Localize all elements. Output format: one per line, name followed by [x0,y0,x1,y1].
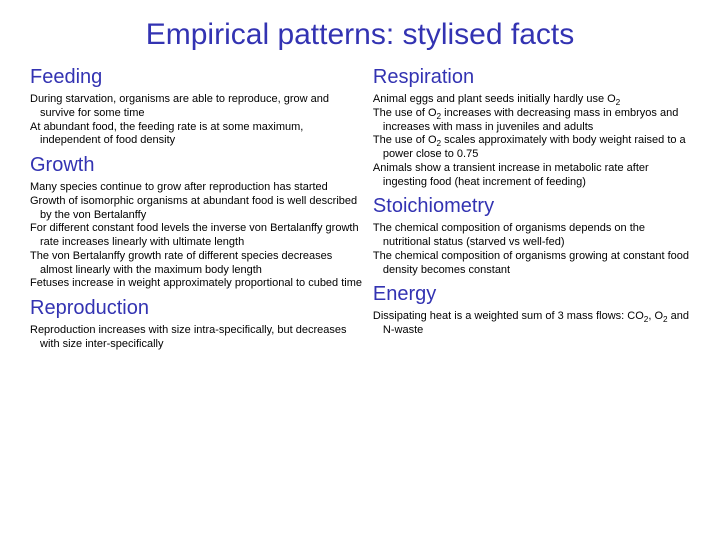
feeding-heading: Feeding [30,66,363,89]
feeding-item: At abundant food, the feeding rate is at… [30,121,363,149]
respiration-item: The use of O2 scales approximately with … [373,134,690,162]
energy-item: Dissipating heat is a weighted sum of 3 … [373,310,690,338]
respiration-heading: Respiration [373,66,690,89]
slide-title: Empirical patterns: stylised facts [30,18,690,52]
growth-item: Many species continue to grow after repr… [30,181,363,195]
growth-item: For different constant food levels the i… [30,222,363,250]
feeding-body: During starvation, organisms are able to… [30,93,363,148]
left-column: Feeding During starvation, organisms are… [30,66,363,352]
growth-item: The von Bertalanffy growth rate of diffe… [30,250,363,278]
energy-body: Dissipating heat is a weighted sum of 3 … [373,310,690,338]
reproduction-heading: Reproduction [30,297,363,320]
columns-container: Feeding During starvation, organisms are… [30,66,690,352]
growth-item: Growth of isomorphic organisms at abunda… [30,195,363,223]
growth-body: Many species continue to grow after repr… [30,181,363,291]
energy-heading: Energy [373,283,690,306]
reproduction-body: Reproduction increases with size intra-s… [30,324,363,352]
respiration-item: The use of O2 increases with decreasing … [373,107,690,135]
respiration-body: Animal eggs and plant seeds initially ha… [373,93,690,189]
respiration-item: Animals show a transient increase in met… [373,162,690,190]
growth-item: Fetuses increase in weight approximately… [30,277,363,291]
respiration-item: Animal eggs and plant seeds initially ha… [373,93,690,107]
stoichiometry-heading: Stoichiometry [373,195,690,218]
growth-heading: Growth [30,154,363,177]
stoichiometry-body: The chemical composition of organisms de… [373,222,690,277]
feeding-item: During starvation, organisms are able to… [30,93,363,121]
right-column: Respiration Animal eggs and plant seeds … [373,66,690,352]
reproduction-item: Reproduction increases with size intra-s… [30,324,363,352]
stoichiometry-item: The chemical composition of organisms de… [373,222,690,250]
stoichiometry-item: The chemical composition of organisms gr… [373,250,690,278]
